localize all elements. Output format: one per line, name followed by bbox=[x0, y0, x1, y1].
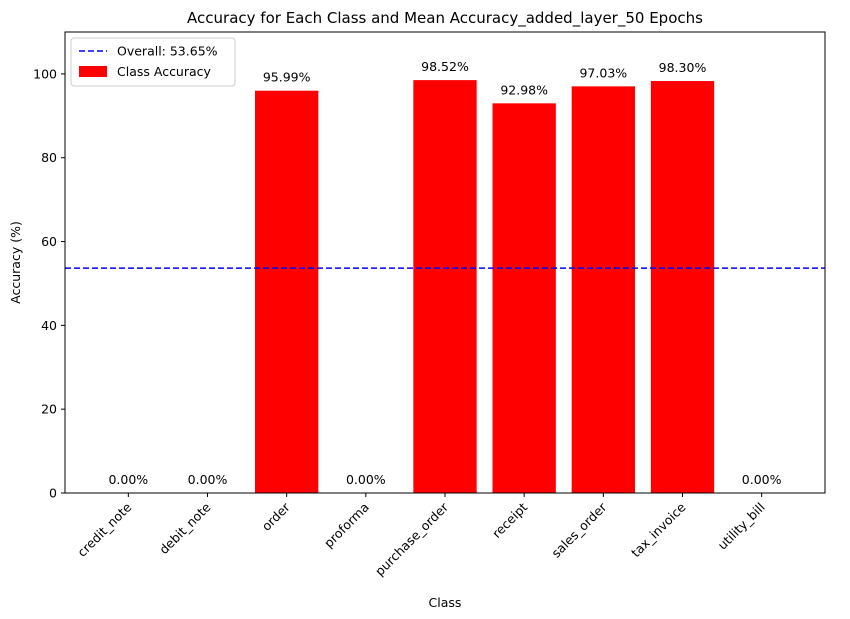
x-tick-label-proforma: proforma bbox=[321, 500, 372, 551]
x-tick-label-tax_invoice: tax_invoice bbox=[628, 499, 689, 560]
bar-sales_order bbox=[571, 86, 635, 494]
plot-frame bbox=[64, 31, 826, 494]
y-tick-label-0: 0 bbox=[49, 486, 57, 501]
y-axis-label: Accuracy (%) bbox=[8, 221, 23, 304]
legend-overall-label: Overall: 53.65% bbox=[117, 44, 218, 59]
bar-tax_invoice bbox=[650, 81, 715, 494]
y-tick-label-100: 100 bbox=[33, 66, 57, 81]
x-axis-ticks: credit_note debit_note order proforma purcha… bbox=[74, 493, 768, 579]
bar-purchase_order bbox=[413, 80, 477, 493]
data-label-receipt: 92.98% bbox=[500, 82, 548, 97]
x-tick-label-order: order bbox=[259, 499, 294, 534]
data-label-debit_note: 0.00% bbox=[188, 472, 228, 487]
data-labels-group: 0.00% 0.00% 95.99% 0.00% 98.52% 92.98% 97.03% 9… bbox=[108, 59, 781, 487]
data-label-purchase_order: 98.52% bbox=[421, 59, 469, 74]
y-tick-label-80: 80 bbox=[41, 150, 57, 165]
data-label-credit_note: 0.00% bbox=[108, 472, 148, 487]
legend: Overall: 53.65% Class Accuracy bbox=[70, 37, 236, 87]
y-tick-label-60: 60 bbox=[41, 234, 57, 249]
data-label-utility_bill: 0.00% bbox=[742, 472, 782, 487]
x-tick-label-purchase_order: purchase_order bbox=[372, 499, 452, 579]
x-tick-label-sales_order: sales_order bbox=[548, 499, 610, 561]
x-tick-label-debit_note: debit_note bbox=[156, 499, 214, 557]
y-tick-label-40: 40 bbox=[41, 318, 57, 333]
x-tick-label-credit_note: credit_note bbox=[74, 499, 134, 559]
data-label-tax_invoice: 98.30% bbox=[659, 60, 707, 75]
y-tick-label-20: 20 bbox=[41, 402, 57, 417]
x-axis-label: Class bbox=[429, 595, 462, 610]
data-label-proforma: 0.00% bbox=[346, 472, 386, 487]
legend-box bbox=[70, 37, 236, 87]
legend-class-accuracy-label: Class Accuracy bbox=[117, 64, 212, 79]
legend-class-accuracy-swatch bbox=[79, 66, 107, 77]
data-label-order: 95.99% bbox=[263, 70, 311, 85]
data-label-sales_order: 97.03% bbox=[579, 65, 627, 80]
chart-title: Accuracy for Each Class and Mean Accurac… bbox=[187, 9, 703, 28]
bars-group bbox=[255, 80, 715, 494]
bar-receipt bbox=[492, 103, 556, 493]
bar-order bbox=[255, 90, 319, 494]
x-tick-label-receipt: receipt bbox=[489, 499, 530, 540]
y-axis-ticks: 0 20 40 60 80 100 bbox=[33, 66, 65, 501]
x-tick-label-utility_bill: utility_bill bbox=[715, 500, 768, 553]
